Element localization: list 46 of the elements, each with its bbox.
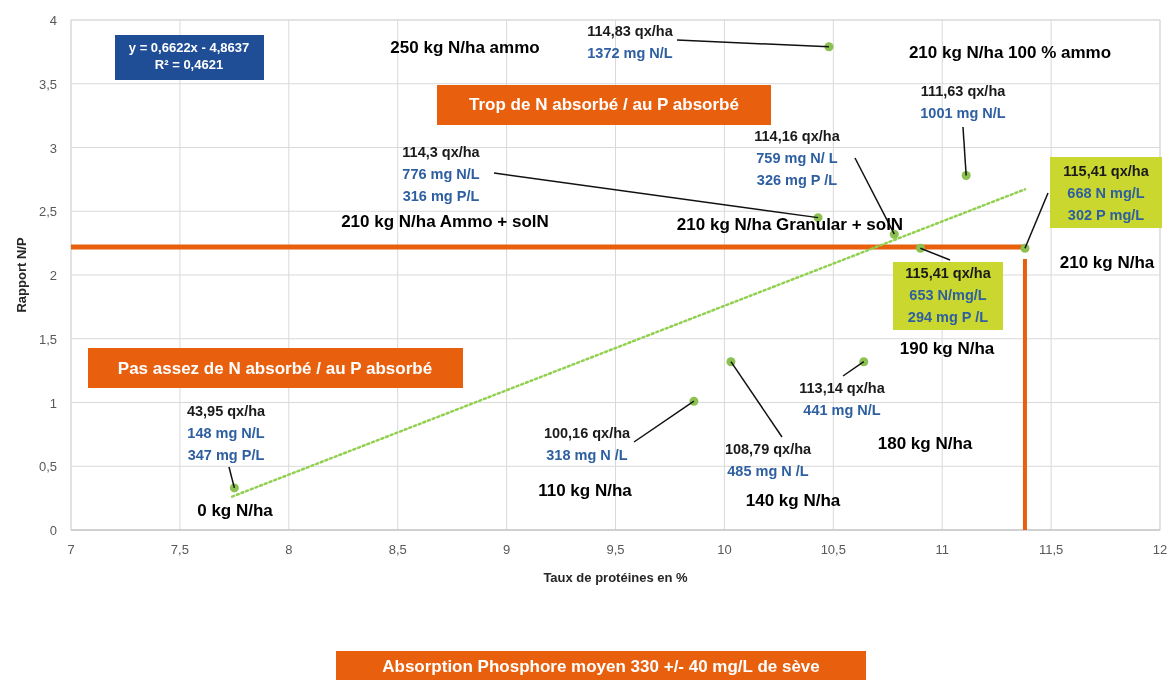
annotation: Trop de N absorbé / au P absorbé — [469, 95, 739, 114]
annotation: 43,95 qx/ha 148 mg N/L 347 mg P/L — [186, 403, 267, 463]
annotation: Pas assez de N absorbé / au P absorbé — [117, 359, 433, 378]
annotation: 111,63 qx/ha 1001 mg N/L — [920, 83, 1007, 121]
y-tick-label: 3,5 — [38, 76, 57, 92]
x-tick-label: 9 — [502, 542, 511, 557]
x-tick-label: 12 — [1152, 542, 1168, 557]
annotation: 210 kg N/ha Ammo + solN — [341, 212, 549, 231]
annotation: 100,16 qx/ha 318 mg N /L — [543, 425, 632, 463]
annotation: y = 0,6622x - 4,8637 R² = 0,4621 — [128, 40, 250, 72]
annotation: 140 kg N/ha — [745, 491, 841, 510]
annotation: 115,41 qx/ha 668 N mg/L 302 P mg/L — [1063, 163, 1150, 223]
x-axis-title: Taux de protéines en % — [543, 570, 689, 585]
annotation: 114,16 qx/ha 759 mg N/ L 326 mg P /L — [754, 128, 841, 188]
annotation: 210 kg N/ha — [1059, 253, 1155, 272]
y-tick-label: 2 — [49, 268, 57, 283]
y-tick-label: 0 — [49, 523, 57, 538]
point — [915, 243, 925, 253]
y-tick-label: 3 — [49, 140, 57, 156]
y-tick-label: 0,5 — [38, 459, 57, 475]
annotation: 110 kg N/ha — [538, 481, 633, 500]
annotation: 114,3 qx/ha 776 mg N/L 316 mg P/L — [402, 144, 481, 204]
annotation: 113,14 qx/ha 441 mg N/L — [799, 380, 886, 418]
annotation: 114,83 qx/ha 1372 mg N/L — [587, 23, 674, 61]
y-axis-title: Rapport N/P — [14, 237, 29, 313]
annotation: 180 kg N/ha — [877, 434, 973, 453]
y-tick-label: 4 — [49, 13, 57, 28]
annotation: 115,41 qx/ha 653 N/mg/L 294 mg P /L — [905, 265, 992, 325]
x-tick-label: 9,5 — [606, 542, 625, 557]
x-tick-label: 7 — [67, 542, 75, 557]
annotation: 190 kg N/ha — [899, 339, 995, 358]
x-tick-label: 7,5 — [170, 542, 189, 557]
annotation: 250 kg N/ha ammo — [390, 38, 540, 57]
annotation: 210 kg N/ha 100 % ammo — [908, 43, 1112, 62]
y-tick-label: 1 — [49, 395, 57, 411]
x-tick-label: 11,5 — [1038, 542, 1064, 557]
x-tick-label: 10 — [717, 542, 732, 557]
x-tick-label: 10,5 — [820, 542, 846, 557]
x-tick-label: 11 — [935, 542, 949, 557]
annotation: 108,79 qx/ha 485 mg N /L — [724, 441, 813, 479]
y-tick-label: 2,5 — [38, 204, 57, 220]
y-tick-label: 1,5 — [38, 331, 57, 347]
annotation: 0 kg N/ha — [197, 501, 274, 520]
x-tick-label: 8 — [285, 542, 293, 557]
text: Absorption Phosphore moyen 330 +/- 40 mg/L de sève — [382, 657, 820, 676]
x-tick-label: 8,5 — [388, 542, 407, 557]
